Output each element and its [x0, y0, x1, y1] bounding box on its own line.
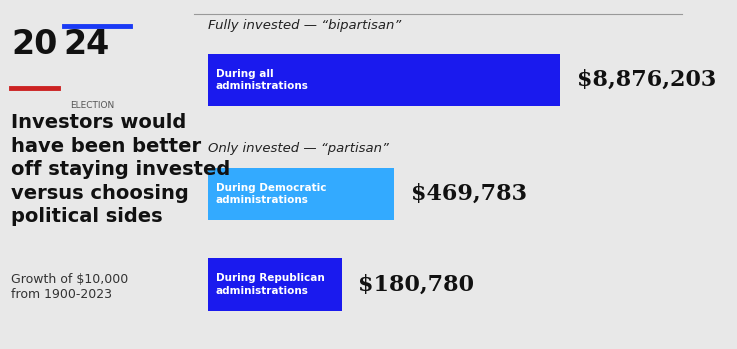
Text: $180,780: $180,780 [358, 273, 475, 295]
Text: Investors would
have been better
off staying invested
versus choosing
political : Investors would have been better off sta… [11, 113, 230, 226]
FancyBboxPatch shape [208, 168, 394, 221]
Text: During all
administrations: During all administrations [216, 69, 309, 91]
Text: 24: 24 [64, 28, 110, 61]
Text: During Republican
administrations: During Republican administrations [216, 273, 324, 296]
Text: Growth of $10,000
from 1900-2023: Growth of $10,000 from 1900-2023 [11, 273, 128, 301]
Text: During Democratic
administrations: During Democratic administrations [216, 183, 326, 205]
Text: $8,876,203: $8,876,203 [577, 69, 716, 91]
Text: Fully invested — “bipartisan”: Fully invested — “bipartisan” [208, 20, 401, 32]
Text: ELECTION: ELECTION [71, 101, 115, 110]
Text: $469,783: $469,783 [411, 183, 528, 205]
FancyBboxPatch shape [208, 258, 341, 311]
FancyBboxPatch shape [208, 53, 560, 106]
Text: Only invested — “partisan”: Only invested — “partisan” [208, 142, 388, 155]
Text: 20: 20 [11, 28, 57, 61]
